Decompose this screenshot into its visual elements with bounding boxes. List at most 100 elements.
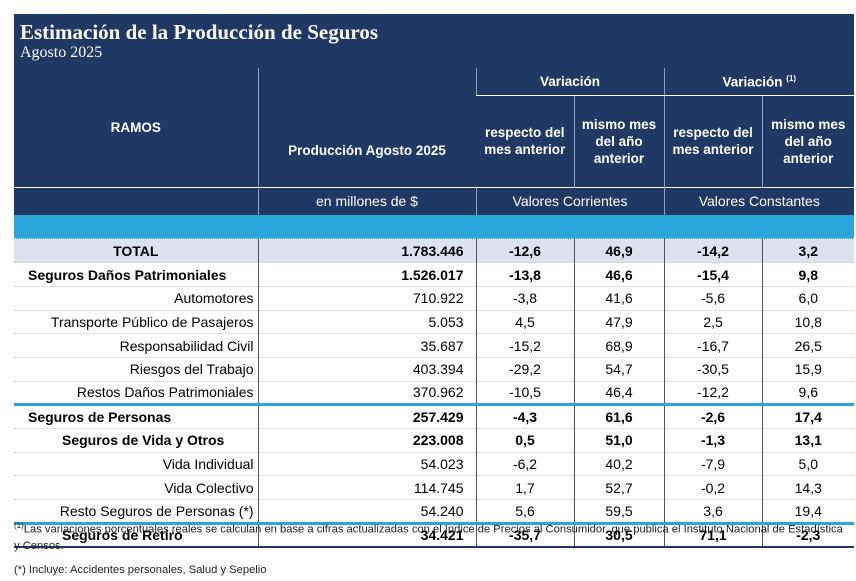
footnotes: (1)Las variaciones porcentuales reales s… [14, 518, 844, 578]
cell-produccion: 54.023 [257, 452, 476, 477]
cell-produccion: 257.429 [257, 403, 476, 429]
table-row: Vida Individual 54.023 -6,2 40,2 -7,9 5,… [14, 452, 855, 477]
cell-var-anio-corriente: 61,6 [573, 403, 665, 429]
cell-var-anio-corriente: 59,5 [573, 499, 665, 524]
cell-var-anio-corriente: 47,9 [573, 310, 665, 335]
production-table: RAMOS Producción Agosto 2025 Variación V… [14, 68, 855, 548]
col-header-resp-mes-corriente: respecto del mes anterior [476, 95, 574, 187]
col-header-mismo-mes-corriente: mismo mes del año anterior [573, 95, 665, 187]
table-row: Automotores 710.922 -3,8 41,6 -5,6 6,0 [14, 286, 855, 311]
row-label: Responsabilidad Civil [14, 333, 258, 358]
table-row-group: Seguros de Retiro 34.421 -35,7 30,5 71,1… [14, 521, 855, 548]
col-header-mismo-mes-constante: mismo mes del año anterior [761, 95, 855, 187]
cell-var-anio-constante: 17,4 [761, 403, 855, 429]
cell-produccion: 114.745 [257, 475, 476, 501]
cell-var-anio-constante: 14,3 [761, 475, 855, 501]
cell-var-anio-constante: 26,5 [761, 333, 855, 358]
col-header-resp-mes-constante: respecto del mes anterior [663, 95, 763, 187]
cell-var-mes-constante: -2,6 [663, 403, 763, 429]
col-header-variacion-corriente: Variación [475, 68, 665, 96]
cell-var-mes-corriente: -12,6 [475, 238, 574, 264]
cell-var-mes-constante: -5,6 [663, 286, 763, 311]
cell-var-anio-constante: 3,2 [761, 238, 855, 264]
cell-var-mes-corriente: -4,3 [475, 403, 574, 429]
cell-var-mes-corriente: 1,7 [475, 475, 574, 501]
cell-produccion: 403.394 [257, 357, 476, 382]
cell-var-anio-corriente: 46,4 [573, 381, 665, 406]
cell-var-mes-corriente: 4,5 [475, 310, 574, 335]
cell-var-mes-constante: -16,7 [663, 333, 763, 358]
row-label: Resto Seguros de Personas (*) [14, 499, 258, 524]
cell-var-anio-corriente: 46,6 [573, 262, 665, 287]
cell-var-mes-constante: 71,1 [663, 521, 763, 548]
col-header-blank [14, 186, 258, 215]
row-label: Seguros de Personas [14, 403, 258, 429]
col-header-valores-constantes: Valores Constantes [663, 186, 855, 215]
col-header-valores-corrientes: Valores Corrientes [475, 186, 665, 215]
cell-var-anio-corriente: 40,2 [573, 452, 665, 477]
cell-var-anio-corriente: 51,0 [573, 428, 665, 453]
cell-var-mes-constante: 2,5 [663, 310, 763, 335]
table-row: Riesgos del Trabajo 403.394 -29,2 54,7 -… [14, 357, 855, 382]
row-label: Vida Colectivo [14, 475, 258, 501]
cell-var-mes-corriente: -6,2 [475, 452, 574, 477]
cell-var-anio-constante: 6,0 [761, 286, 855, 311]
cell-produccion: 5.053 [257, 310, 476, 335]
cell-var-mes-constante: -1,3 [663, 428, 763, 453]
row-label: Seguros de Vida y Otros [14, 428, 258, 453]
cell-produccion: 34.421 [257, 521, 476, 548]
row-label: Restos Daños Patrimoniales [14, 381, 258, 406]
table-row: Transporte Público de Pasajeros 5.053 4,… [14, 310, 855, 335]
cell-var-mes-constante: -7,9 [663, 452, 763, 477]
table-row: Responsabilidad Civil 35.687 -15,2 68,9 … [14, 333, 855, 358]
table-row-group: Seguros de Vida y Otros 223.008 0,5 51,0… [14, 428, 855, 453]
col-header-variacion-constante: Variación (1) [663, 68, 855, 96]
cell-produccion: 370.962 [257, 381, 476, 406]
cell-produccion: 1.783.446 [257, 238, 476, 264]
cell-produccion: 710.922 [257, 286, 476, 311]
cell-var-anio-corriente: 68,9 [573, 333, 665, 358]
cell-var-anio-constante: -2,3 [761, 521, 855, 548]
cell-var-anio-constante: 9,6 [761, 381, 855, 406]
cell-var-mes-constante: -0,2 [663, 475, 763, 501]
row-label: Riesgos del Trabajo [14, 357, 258, 382]
cell-var-anio-corriente: 54,7 [573, 357, 665, 382]
cell-produccion: 1.526.017 [257, 262, 476, 287]
table-row: Restos Daños Patrimoniales 370.962 -10,5… [14, 381, 855, 406]
cell-var-mes-corriente: 0,5 [475, 428, 574, 453]
cell-var-mes-corriente: -15,2 [475, 333, 574, 358]
cell-var-mes-constante: -15,4 [663, 262, 763, 287]
row-label: TOTAL [14, 238, 258, 264]
footnote-2: (*) Incluye: Accidentes personales, Salu… [14, 563, 267, 576]
cell-var-anio-constante: 9,8 [761, 262, 855, 287]
title-bar: Estimación de la Producción de Seguros A… [14, 14, 854, 68]
row-label: Seguros Daños Patrimoniales [14, 262, 258, 287]
col-header-ramos: RAMOS [14, 68, 258, 188]
cell-var-mes-constante: 3,6 [663, 499, 763, 524]
table-row: Vida Colectivo 114.745 1,7 52,7 -0,2 14,… [14, 475, 855, 501]
cell-var-anio-constante: 10,8 [761, 310, 855, 335]
table-row-total: TOTAL 1.783.446 -12,6 46,9 -14,2 3,2 [14, 238, 855, 264]
cell-var-mes-corriente: -10,5 [475, 381, 574, 406]
cell-var-anio-corriente: 30,5 [573, 521, 665, 548]
cell-var-mes-corriente: -13,8 [475, 262, 574, 287]
cell-produccion: 35.687 [257, 333, 476, 358]
table-row-group: Seguros de Personas 257.429 -4,3 61,6 -2… [14, 403, 855, 429]
table-row-group: Seguros Daños Patrimoniales 1.526.017 -1… [14, 262, 855, 287]
row-label: Vida Individual [14, 452, 258, 477]
footnote-1: (1)Las variaciones porcentuales reales s… [14, 521, 843, 552]
col-header-produccion: Producción Agosto 2025 [257, 68, 476, 188]
cell-var-mes-corriente: -35,7 [475, 521, 574, 548]
cell-var-mes-constante: -12,2 [663, 381, 763, 406]
cell-var-mes-constante: -30,5 [663, 357, 763, 382]
cell-var-anio-corriente: 52,7 [573, 475, 665, 501]
cell-var-anio-constante: 5,0 [761, 452, 855, 477]
cell-var-anio-constante: 13,1 [761, 428, 855, 453]
page-subtitle: Agosto 2025 [20, 44, 103, 61]
page-title: Estimación de la Producción de Seguros [20, 20, 378, 44]
cell-var-mes-corriente: -29,2 [475, 357, 574, 382]
row-label: Transporte Público de Pasajeros [14, 310, 258, 335]
cell-var-anio-constante: 15,9 [761, 357, 855, 382]
cell-var-mes-corriente: 5,6 [475, 499, 574, 524]
row-label: Seguros de Retiro [14, 521, 258, 548]
